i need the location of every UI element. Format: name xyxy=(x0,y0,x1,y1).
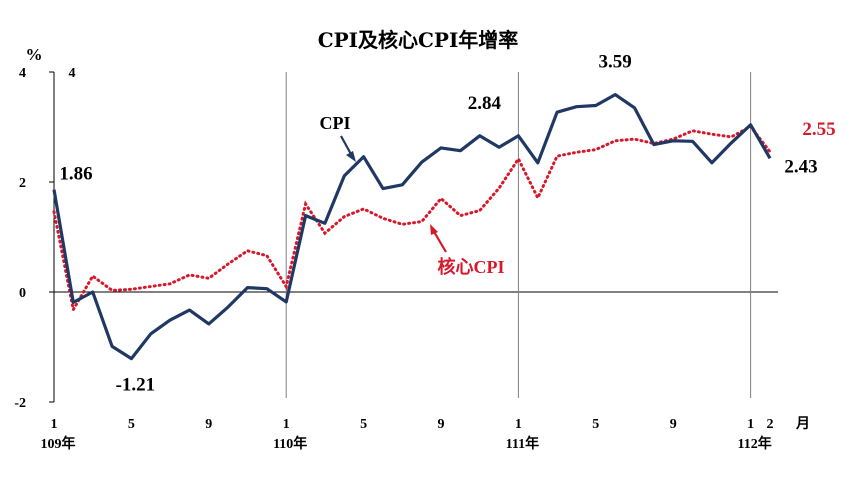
series-lines xyxy=(52,92,772,361)
y-tick-label: 2 xyxy=(19,176,26,191)
data-label: 3.59 xyxy=(599,52,632,73)
x-tick-month: 5 xyxy=(128,417,135,432)
y-tick-label: -2 xyxy=(14,396,26,411)
series-label-core-cpi: 核心CPI xyxy=(438,256,505,277)
x-tick-month: 5 xyxy=(360,417,367,432)
core-cpi-arrow-head xyxy=(430,224,438,235)
core-cpi-line xyxy=(52,124,772,314)
data-labels: 1.86 -1.21 2.84 3.59 2.43 2.55 xyxy=(59,52,835,396)
y-tick-labels: 4 2 0 -2 4 xyxy=(14,66,75,411)
x-tick-month: 1 xyxy=(747,417,754,432)
x-tick-year: 111年 xyxy=(506,435,539,452)
chart-title: CPI及核心CPI年增率 xyxy=(318,28,519,52)
data-label: 2.43 xyxy=(784,156,817,177)
x-tick-month: 1 xyxy=(51,417,58,432)
x-tick-month: 1 xyxy=(515,417,522,432)
data-label: 2.84 xyxy=(468,93,502,114)
y-tick-label: 0 xyxy=(19,286,26,301)
cpi-arrow-head xyxy=(346,151,356,162)
axes xyxy=(49,71,778,403)
data-label: -1.21 xyxy=(116,375,156,396)
x-tick-month: 1 xyxy=(283,417,290,432)
x-tick-year: 110年 xyxy=(273,435,307,452)
series-labels: CPI 核心CPI xyxy=(320,113,505,277)
x-tick-year: 112年 xyxy=(737,435,771,452)
cpi-line xyxy=(52,92,772,361)
y-axis-unit: % xyxy=(26,45,43,64)
x-tick-month: 5 xyxy=(592,417,599,432)
month-unit-label: 月 xyxy=(795,416,810,432)
x-tick-month: 2 xyxy=(766,417,773,432)
y-tick-label: 4 xyxy=(19,66,26,81)
x-tick-month: 9 xyxy=(438,417,445,432)
x-tick-month: 9 xyxy=(205,417,212,432)
core-cpi-arrow-shaft xyxy=(432,229,447,253)
x-tick-month: 9 xyxy=(670,417,677,432)
y-tick-label-right: 4 xyxy=(69,66,76,81)
data-label: 1.86 xyxy=(59,164,92,185)
x-tick-year: 109年 xyxy=(41,435,76,452)
series-label-cpi: CPI xyxy=(320,113,351,133)
data-label: 2.55 xyxy=(802,119,835,140)
